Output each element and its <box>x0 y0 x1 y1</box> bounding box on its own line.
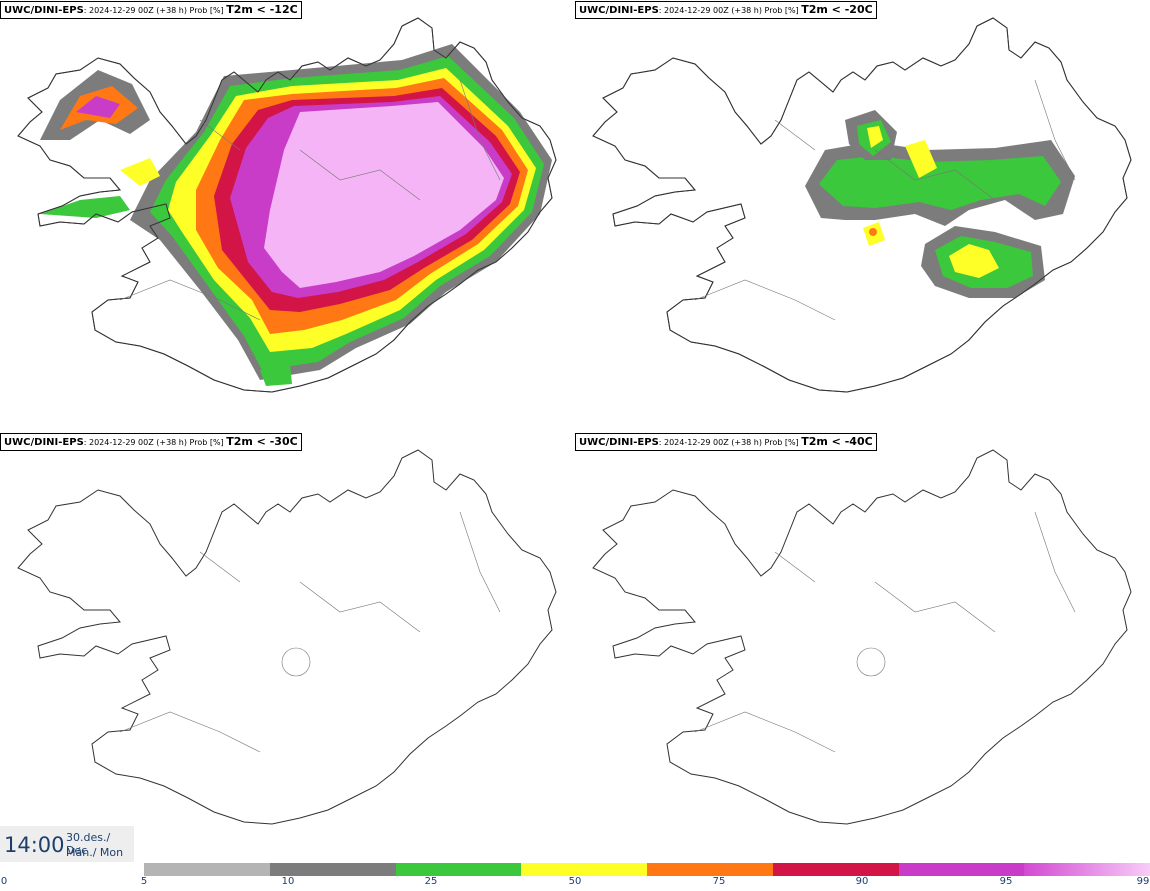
colorbar-segment <box>1024 863 1150 876</box>
colorbar-segment <box>521 863 647 876</box>
run-info: : 2024-12-29 00Z (+38 h) Prob [%] <box>658 6 799 15</box>
colorbar-tick-label: 25 <box>424 876 438 887</box>
valid-date: 30.des./ Dec <box>66 831 111 857</box>
model-name: UWC/DINI-EPS <box>579 437 659 448</box>
map-panel-t2m-minus-30: UWC/DINI-EPS: 2024-12-29 00Z (+38 h) Pro… <box>0 432 575 864</box>
colorbar-segment <box>269 863 396 876</box>
probability-colorbar <box>144 863 1150 876</box>
colorbar-tick-label: 99 <box>1136 876 1150 887</box>
iceland-map <box>17 449 557 825</box>
valid-time-box: 14:00 30.des./ Dec Mán./ Mon <box>0 826 134 862</box>
colorbar-tick-label: 95 <box>999 876 1013 887</box>
model-name: UWC/DINI-EPS <box>4 437 84 448</box>
iceland-map <box>17 17 557 393</box>
run-info: : 2024-12-29 00Z (+38 h) Prob [%] <box>658 438 799 447</box>
parameter-label: T2m < -20C <box>801 3 873 16</box>
iceland-map <box>592 17 1132 393</box>
run-info: : 2024-12-29 00Z (+38 h) Prob [%] <box>83 438 224 447</box>
parameter-label: T2m < -30C <box>226 435 298 448</box>
colorbar-tick-label: 75 <box>712 876 726 887</box>
parameter-label: T2m < -12C <box>226 3 298 16</box>
panel-title: UWC/DINI-EPS: 2024-12-29 00Z (+38 h) Pro… <box>575 433 877 451</box>
map-panel-t2m-minus-40: UWC/DINI-EPS: 2024-12-29 00Z (+38 h) Pro… <box>575 432 1150 864</box>
panel-title: UWC/DINI-EPS: 2024-12-29 00Z (+38 h) Pro… <box>575 1 877 19</box>
iceland-map <box>592 449 1132 825</box>
model-name: UWC/DINI-EPS <box>579 5 659 16</box>
colorbar-tick-label: 90 <box>855 876 869 887</box>
valid-weekday: Mán./ Mon <box>66 846 124 859</box>
colorbar-tick-label: 0 <box>0 876 8 887</box>
colorbar-segment <box>772 863 899 876</box>
valid-time: 14:00 <box>4 833 65 857</box>
colorbar-segment <box>647 863 773 876</box>
run-info: : 2024-12-29 00Z (+38 h) Prob [%] <box>83 6 224 15</box>
panel-title: UWC/DINI-EPS: 2024-12-29 00Z (+38 h) Pro… <box>0 1 302 19</box>
model-name: UWC/DINI-EPS <box>4 5 84 16</box>
colorbar-tick-label: 50 <box>568 876 582 887</box>
parameter-label: T2m < -40C <box>801 435 873 448</box>
colorbar-tick-label: 5 <box>140 876 148 887</box>
map-panel-t2m-minus-12: UWC/DINI-EPS: 2024-12-29 00Z (+38 h) Pro… <box>0 0 575 432</box>
colorbar-segment <box>144 863 270 876</box>
map-panel-t2m-minus-20: UWC/DINI-EPS: 2024-12-29 00Z (+38 h) Pro… <box>575 0 1150 432</box>
colorbar-segment <box>898 863 1025 876</box>
panel-title: UWC/DINI-EPS: 2024-12-29 00Z (+38 h) Pro… <box>0 433 302 451</box>
colorbar-tick-label: 10 <box>281 876 295 887</box>
colorbar-segment <box>395 863 522 876</box>
